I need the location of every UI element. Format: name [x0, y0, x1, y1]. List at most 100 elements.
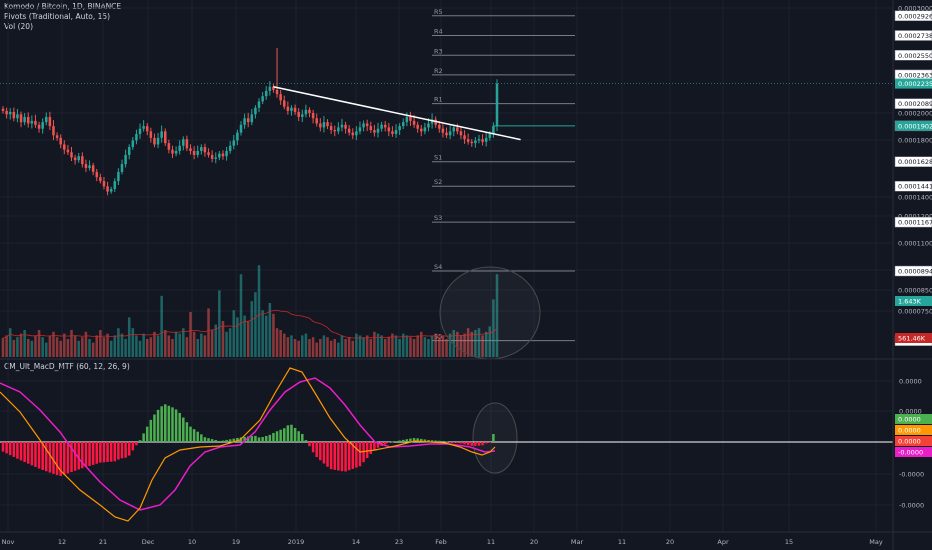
volume-bar [178, 333, 181, 357]
candle-body [52, 126, 55, 136]
macd-histogram-bar [441, 440, 445, 442]
candle-body [495, 83, 499, 127]
candle-body [178, 145, 181, 151]
candle-body [48, 116, 52, 127]
candle-body [156, 137, 160, 145]
macd-value-label: -0.0000 [898, 449, 923, 457]
macd-histogram-bar [84, 442, 88, 468]
candle-body [391, 131, 394, 134]
candle-body [189, 148, 192, 151]
candle-body [329, 126, 333, 131]
symbol-legend[interactable]: Komodo / Bitcoin, 1D, BINANCE [4, 2, 122, 11]
volume-bar [34, 335, 37, 357]
volume-bar [347, 337, 351, 357]
time-tick-label: 19 [232, 538, 240, 546]
macd-histogram-bar [250, 436, 254, 442]
macd-histogram-bar [394, 441, 398, 442]
candle-body [200, 147, 203, 151]
macd-histogram-bar [398, 440, 401, 442]
candle-body [120, 164, 124, 172]
candle-body [412, 120, 416, 125]
macd-value-tag [895, 414, 932, 424]
time-tick-label: Feb [435, 538, 447, 546]
volume-bar [5, 335, 8, 357]
candle-body [394, 130, 398, 134]
macd-histogram-bar [412, 438, 416, 442]
pivots-legend[interactable]: Pivots (Traditional, Auto, 15) [4, 12, 111, 21]
macd-tick-label: -0.0000 [899, 502, 924, 510]
macd-histogram-bar [102, 442, 106, 463]
candle-body [250, 114, 254, 123]
candle-body [81, 156, 84, 165]
volume-bar [264, 315, 268, 357]
volume-bar [113, 335, 117, 357]
macd-histogram-bar [391, 441, 394, 443]
macd-histogram-bar [23, 442, 26, 463]
volume-legend[interactable]: Vol (20) [4, 22, 34, 31]
candle-body [347, 128, 351, 133]
macd-histogram-bar [142, 433, 145, 442]
macd-histogram-bar [456, 442, 459, 444]
candle-body [351, 132, 355, 136]
candle-body [474, 140, 477, 144]
candle-body [340, 124, 344, 128]
macd-histogram-bar [113, 442, 117, 462]
time-tick-label: 10 [188, 538, 196, 546]
volume-bar [308, 339, 311, 357]
macd-histogram-bar [477, 442, 481, 446]
candle-body [344, 124, 347, 129]
volume-bar [362, 337, 365, 357]
volume-bar [456, 331, 459, 357]
macd-legend[interactable]: CM_Ult_MacD_MTF (60, 12, 26, 9) [4, 362, 130, 371]
time-tick-label: 11 [618, 538, 626, 546]
volume-bar [192, 331, 196, 357]
macd-histogram-bar [149, 419, 153, 442]
volume-bar [63, 333, 66, 357]
pivot-level-label: R3 [434, 47, 443, 55]
pivot-price-tag-label: 0.0001441 [898, 183, 932, 191]
volume-bar [293, 339, 297, 357]
candle-body [160, 131, 163, 138]
macd-histogram-bar [160, 406, 163, 442]
macd-histogram-bar [430, 440, 434, 442]
volume-bar [236, 317, 239, 357]
macd-histogram-bar [438, 440, 441, 442]
volume-bar [434, 333, 437, 357]
candle-body [246, 118, 250, 123]
pivot-price-tag-label: 0.0002738 [898, 32, 932, 40]
candle-body [16, 114, 19, 119]
candle-body [315, 118, 318, 124]
volume-bar [319, 339, 322, 357]
candle-body [448, 131, 452, 136]
candle-body [232, 140, 236, 146]
macd-histogram-bar [463, 442, 466, 445]
volume-bar [109, 340, 113, 357]
pivot-level-label: S4 [434, 263, 442, 271]
macd-value-tag [895, 425, 932, 435]
pivot-price-tag-label: 0.0001902 [898, 122, 932, 130]
candle-body [26, 116, 30, 124]
macd-histogram-bar [383, 442, 387, 445]
macd-histogram-bar [236, 437, 239, 442]
pivot-level-label: R2 [434, 67, 443, 75]
price-tick-label: 0.0000850 [898, 287, 932, 295]
volume-bar [45, 342, 48, 357]
macd-histogram-bar [427, 439, 430, 442]
candle-body [268, 86, 272, 91]
macd-histogram-bar [373, 442, 376, 450]
volume-bar [315, 342, 318, 357]
macd-histogram-bar [423, 439, 427, 442]
macd-histogram-bar [492, 434, 495, 442]
macd-histogram-bar [448, 442, 452, 443]
macd-histogram-bar [268, 434, 272, 442]
volume-bar [171, 339, 174, 357]
macd-histogram-bar [369, 442, 373, 454]
volume-bar [153, 331, 156, 357]
volume-bar [30, 340, 34, 357]
volume-bar [84, 331, 88, 357]
macd-tick-label: -0.0000 [899, 471, 924, 479]
volume-bar [214, 324, 218, 357]
macd-histogram-bar [117, 442, 120, 460]
